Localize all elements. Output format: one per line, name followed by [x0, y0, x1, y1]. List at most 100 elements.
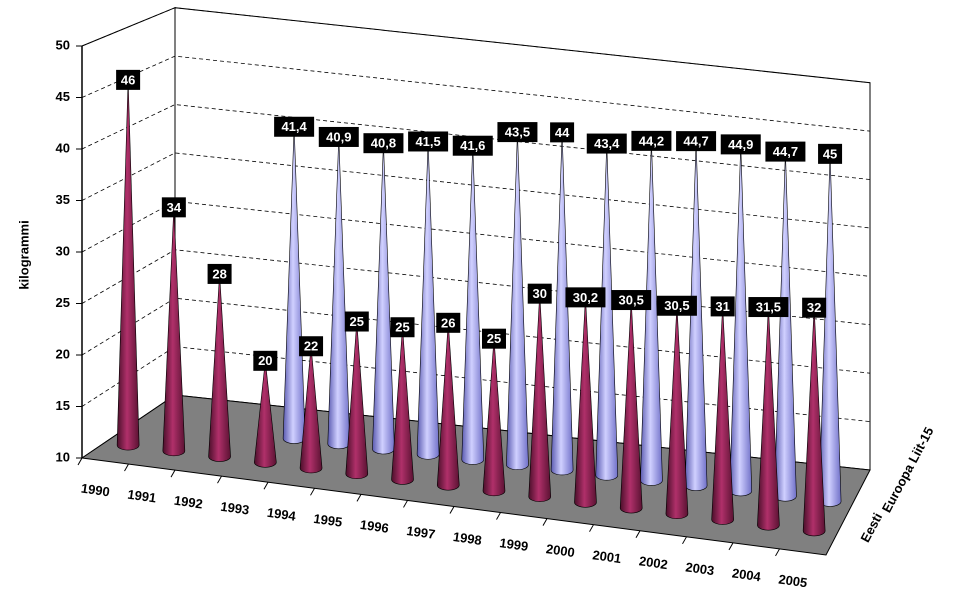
value-label: 28 — [212, 266, 226, 281]
cone — [299, 346, 323, 474]
value-label: 41,6 — [460, 138, 485, 153]
value-label: 30,5 — [619, 292, 644, 307]
y-tick-label: 25 — [56, 295, 70, 310]
value-label: 43,5 — [505, 125, 530, 140]
value-label: 43,4 — [594, 136, 620, 151]
value-label: 32 — [807, 300, 821, 315]
cone — [506, 132, 529, 470]
value-label: 44,7 — [683, 134, 708, 149]
value-label: 30,5 — [664, 298, 689, 313]
cone — [528, 293, 552, 502]
cone — [436, 322, 460, 491]
value-label: 41,4 — [281, 119, 307, 134]
cone — [818, 153, 842, 507]
cone-body — [162, 207, 186, 457]
cone-body — [506, 132, 529, 470]
value-label-box — [363, 133, 404, 154]
cone-body — [116, 79, 140, 451]
value-label-box — [818, 143, 843, 164]
x-tick-label: 2002 — [638, 553, 669, 572]
x-tick — [682, 536, 687, 545]
series-label: Euroopa Liit-15 — [879, 424, 937, 515]
x-tick-label: 1998 — [452, 529, 483, 548]
grid-line — [81, 152, 871, 229]
y-tick-label: 30 — [56, 243, 70, 258]
x-tick — [542, 518, 548, 526]
cone — [711, 306, 734, 525]
x-tick-label: 1993 — [220, 499, 251, 518]
value-label: 31 — [715, 299, 729, 314]
cone — [116, 79, 140, 451]
cone — [461, 145, 485, 465]
value-label: 44,2 — [639, 133, 664, 148]
value-label: 25 — [395, 320, 409, 335]
grid-line — [81, 104, 871, 180]
cone-body — [595, 143, 619, 481]
y-tick-label: 40 — [56, 140, 70, 155]
value-label-box — [452, 135, 493, 156]
grid-line — [81, 346, 871, 422]
cone-body — [619, 300, 643, 514]
cone-body — [254, 360, 277, 468]
cone — [208, 273, 231, 462]
y-tick-label: 20 — [56, 346, 70, 361]
value-label: 45 — [823, 146, 837, 161]
value-label-box — [481, 328, 506, 349]
value-label-box — [436, 312, 461, 333]
y-tick-label: 45 — [56, 89, 70, 104]
value-label-box — [207, 263, 232, 284]
cone-body — [208, 273, 231, 462]
x-tick-label: 2005 — [778, 571, 809, 590]
value-label: 40,9 — [326, 129, 351, 144]
cone-body — [665, 305, 689, 519]
x-tick — [310, 488, 315, 496]
cone — [802, 307, 826, 537]
cone — [619, 300, 643, 514]
x-tick-label: 1992 — [173, 493, 204, 512]
cone — [162, 207, 186, 457]
x-tick-label: 1997 — [406, 523, 437, 542]
value-label-box — [611, 290, 652, 311]
x-tick — [124, 463, 129, 472]
value-label-box — [586, 133, 627, 154]
value-label: 26 — [441, 315, 455, 330]
x-tick — [403, 500, 408, 508]
y-tick-label: 10 — [56, 449, 70, 464]
x-tick-label: 2003 — [685, 559, 716, 578]
value-label-box — [527, 283, 552, 304]
x-tick — [496, 512, 501, 520]
x-tick — [77, 457, 83, 466]
cone-body — [640, 140, 663, 486]
cone-body — [299, 346, 323, 474]
x-tick-label: 2001 — [592, 547, 623, 566]
x-tick — [217, 475, 222, 484]
grid-line — [81, 55, 871, 132]
cone — [550, 132, 574, 476]
value-label: 40,8 — [371, 136, 396, 151]
x-tick — [449, 506, 455, 514]
y-axis-label: kilogrammi — [16, 220, 31, 289]
cone-body — [391, 327, 414, 485]
value-label-box — [253, 350, 278, 371]
value-label: 30 — [532, 286, 546, 301]
value-label: 20 — [258, 353, 272, 368]
x-tick — [356, 494, 362, 502]
x-tick — [170, 469, 176, 478]
cone — [595, 143, 619, 481]
cone — [345, 321, 369, 479]
value-label-box — [299, 336, 324, 357]
value-label-box — [802, 297, 827, 318]
value-label-box — [161, 197, 186, 218]
cone-body — [711, 306, 734, 525]
value-label: 25 — [487, 331, 501, 346]
x-tick-label: 2004 — [731, 565, 762, 584]
cone — [640, 140, 663, 486]
x-tick-label: 1990 — [80, 481, 111, 500]
cone-body — [757, 307, 780, 531]
value-label-box — [676, 131, 717, 152]
cone — [757, 307, 780, 531]
value-label-box — [720, 134, 761, 155]
value-label-box — [116, 69, 141, 90]
x-tick-label: 1994 — [266, 505, 297, 524]
